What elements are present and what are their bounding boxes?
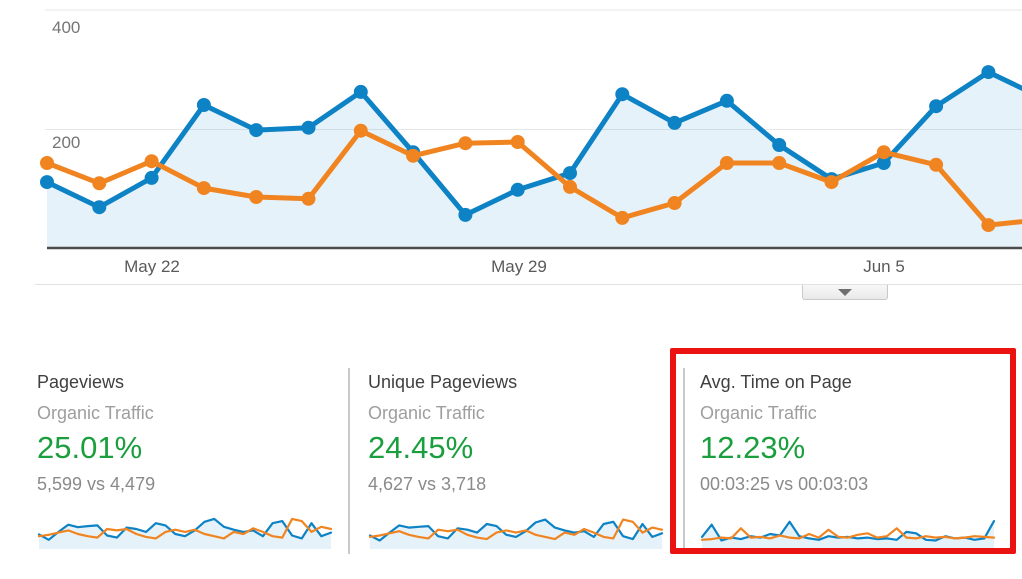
metric-card-change: 12.23% bbox=[700, 430, 806, 465]
y-axis-label-200: 200 bbox=[52, 133, 81, 152]
metric-card-title: Avg. Time on Page bbox=[700, 372, 852, 392]
chevron-down-icon bbox=[838, 289, 852, 296]
card-divider bbox=[348, 368, 350, 554]
metric-card-title: Unique Pageviews bbox=[368, 372, 518, 392]
metric-card-comparison: 4,627 vs 3,718 bbox=[368, 474, 487, 494]
chart-bottom-divider bbox=[35, 284, 1022, 285]
metric-card-change: 24.45% bbox=[368, 430, 474, 465]
metric-card-segment: Organic Traffic bbox=[700, 403, 817, 423]
x-tick-may-29: May 29 bbox=[491, 257, 547, 276]
card-divider bbox=[683, 368, 685, 554]
metric-cards-section: Pageviews Organic Traffic 25.01% 5,599 v… bbox=[0, 340, 1022, 579]
trend-chart-section: 400 200 May 22 May 29 Jun 5 bbox=[0, 0, 1022, 300]
x-tick-may-22: May 22 bbox=[124, 257, 180, 276]
x-tick-jun-5: Jun 5 bbox=[863, 257, 905, 276]
metric-card-segment: Organic Traffic bbox=[368, 403, 485, 423]
metric-card-avg-time-on-page[interactable]: Avg. Time on Page Organic Traffic 12.23%… bbox=[700, 372, 996, 551]
metric-sparkline bbox=[700, 520, 996, 549]
metric-card-comparison: 5,599 vs 4,479 bbox=[37, 474, 156, 494]
metric-card-change: 25.01% bbox=[37, 430, 143, 465]
collapse-chart-button[interactable] bbox=[802, 285, 888, 300]
main-trend-chart[interactable] bbox=[0, 0, 1022, 252]
y-axis-label-400: 400 bbox=[52, 18, 81, 37]
metric-card-unique-pageviews[interactable]: Unique Pageviews Organic Traffic 24.45% … bbox=[368, 372, 664, 551]
metric-card-comparison: 00:03:25 vs 00:03:03 bbox=[700, 474, 869, 494]
metric-card-pageviews[interactable]: Pageviews Organic Traffic 25.01% 5,599 v… bbox=[37, 372, 333, 551]
metric-card-segment: Organic Traffic bbox=[37, 403, 154, 423]
metric-sparkline bbox=[368, 518, 664, 549]
metric-card-title: Pageviews bbox=[37, 372, 125, 392]
metric-sparkline bbox=[37, 517, 333, 549]
